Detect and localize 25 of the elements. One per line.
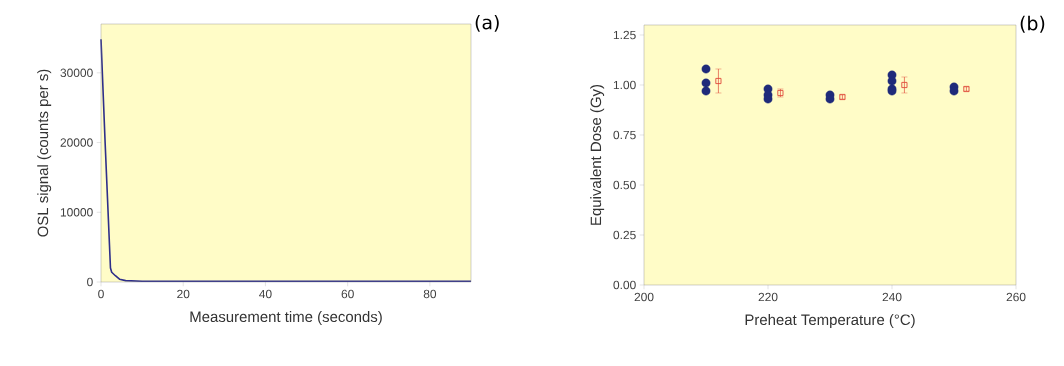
x-tick-label: 260	[1006, 292, 1026, 302]
x-tick-label: 80	[423, 289, 437, 299]
x-axis-title: Preheat Temperature (°C)	[745, 314, 915, 328]
y-tick-label: 20000	[60, 138, 93, 147]
y-tick-label: 0.25	[613, 230, 636, 240]
y-tick-label: 1.25	[613, 30, 636, 40]
y-tick-label: 30000	[60, 68, 93, 78]
y-tick-label: 0	[87, 277, 93, 287]
y-tick-label: 10000	[60, 208, 93, 217]
y-axis-title: Equivalent Dose (Gy)	[590, 84, 605, 225]
x-tick-label: 240	[882, 292, 902, 302]
text: (a)	[475, 14, 499, 32]
x-tick-label: 20	[177, 289, 190, 299]
x-tick-label: 60	[341, 289, 354, 299]
x-tick-label: 200	[634, 292, 654, 302]
x-tick-label: 40	[259, 289, 272, 299]
text: (b)	[1020, 15, 1045, 33]
x-tick-label: 0	[98, 289, 104, 299]
x-axis-title: Measurement time (seconds)	[190, 311, 382, 325]
y-tick-label: 0.00	[613, 280, 636, 290]
y-tick-label: 0.75	[613, 130, 636, 140]
y-tick-label: 0.50	[613, 180, 636, 190]
y-axis-title: OSL signal (counts per s)	[37, 69, 52, 237]
x-tick-label: 220	[758, 292, 778, 302]
y-tick-label: 1.00	[613, 80, 636, 90]
